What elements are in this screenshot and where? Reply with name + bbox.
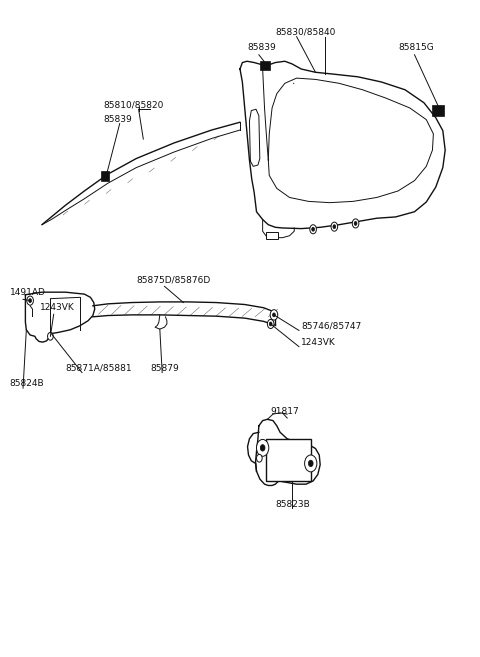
Text: 85830/85840: 85830/85840: [276, 28, 336, 37]
Circle shape: [352, 219, 359, 228]
Circle shape: [269, 322, 272, 326]
Circle shape: [333, 225, 336, 229]
Circle shape: [267, 319, 274, 328]
Circle shape: [260, 445, 265, 451]
Circle shape: [256, 455, 262, 462]
Circle shape: [312, 227, 314, 231]
Text: 85839: 85839: [247, 43, 276, 52]
Text: 85879: 85879: [150, 363, 179, 373]
Text: 85875D/85876D: 85875D/85876D: [136, 275, 211, 284]
Text: 1491AD: 1491AD: [10, 288, 46, 298]
Text: 85810/85820: 85810/85820: [103, 101, 164, 109]
Circle shape: [305, 455, 317, 472]
Text: 85824B: 85824B: [10, 379, 45, 388]
Text: 85871A/85881: 85871A/85881: [65, 363, 132, 373]
Circle shape: [308, 460, 313, 466]
Circle shape: [48, 332, 53, 340]
Bar: [266, 439, 311, 481]
Text: 1243VK: 1243VK: [301, 338, 336, 347]
Text: 1243VK: 1243VK: [39, 304, 74, 312]
Circle shape: [273, 313, 276, 317]
Circle shape: [310, 225, 316, 234]
FancyBboxPatch shape: [432, 105, 444, 116]
Bar: [266, 233, 278, 239]
Text: 85839: 85839: [103, 114, 132, 124]
Circle shape: [27, 296, 34, 305]
FancyBboxPatch shape: [260, 60, 270, 70]
Circle shape: [29, 299, 32, 303]
Text: 85823B: 85823B: [276, 500, 310, 509]
FancyBboxPatch shape: [101, 171, 109, 181]
Circle shape: [256, 440, 269, 457]
Circle shape: [270, 309, 278, 320]
Polygon shape: [255, 419, 320, 486]
Text: 91817: 91817: [271, 407, 300, 416]
Text: 85746/85747: 85746/85747: [301, 321, 361, 330]
Text: 85815G: 85815G: [398, 43, 434, 52]
Circle shape: [354, 221, 357, 225]
Circle shape: [331, 222, 337, 231]
